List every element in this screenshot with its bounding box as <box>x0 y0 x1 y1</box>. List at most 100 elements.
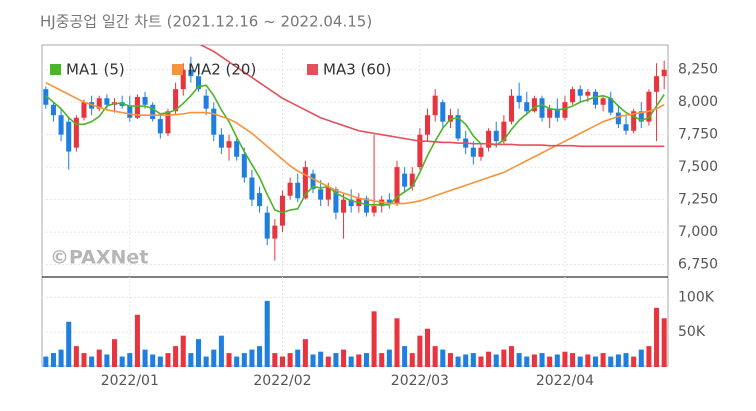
volume-bar <box>165 353 171 367</box>
volume-bar <box>241 353 247 367</box>
candle-body <box>318 189 324 200</box>
volume-bar <box>302 339 308 367</box>
volume-bar <box>409 353 415 367</box>
volume-bar <box>615 354 621 367</box>
volume-bar <box>600 353 606 367</box>
volume-bar <box>119 356 125 367</box>
volume-bar <box>417 335 423 367</box>
candle-body <box>562 102 568 118</box>
candle-body <box>218 134 224 148</box>
candle-body <box>516 95 522 103</box>
candle-body <box>157 119 163 134</box>
candle-body <box>142 96 148 105</box>
volume-panel <box>43 300 667 367</box>
candle-body <box>432 95 438 116</box>
candle-body <box>226 141 232 148</box>
candle-body <box>615 112 621 125</box>
price-panel <box>43 45 667 261</box>
volume-bar <box>295 349 301 367</box>
y-tick-label: 7,500 <box>678 159 718 175</box>
legend-label: MA2 (20) <box>188 61 256 79</box>
candle-body <box>386 199 392 204</box>
volume-bar <box>81 353 87 367</box>
volume-bar <box>104 354 110 367</box>
volume-bar <box>638 349 644 367</box>
candle-body <box>608 98 614 113</box>
y-tick-label: 8,250 <box>678 62 718 78</box>
ma-line <box>45 84 665 214</box>
candle-body <box>43 89 49 105</box>
volume-bar <box>531 354 537 367</box>
legend-swatch <box>50 64 61 75</box>
ma-line <box>45 81 665 205</box>
candle-body <box>58 115 64 135</box>
volume-bar <box>539 353 545 367</box>
volume-bar <box>554 354 560 367</box>
volume-bar <box>173 346 179 367</box>
volume-bar <box>577 356 583 367</box>
volume-bar <box>463 354 469 367</box>
candle-body <box>127 106 133 118</box>
candle-body <box>638 111 644 122</box>
legend-label: MA1 (5) <box>66 61 125 79</box>
candle-body <box>279 195 285 226</box>
volume-bar <box>234 356 240 367</box>
volume-bar <box>73 346 79 367</box>
volume-bar <box>112 339 118 367</box>
volume-bar <box>157 356 163 367</box>
x-tick-label: 2022/03 <box>391 373 449 389</box>
legend: MA1 (5) MA2 (20) MA3 (60) <box>50 61 391 79</box>
legend-swatch <box>307 64 318 75</box>
volume-bar <box>257 346 263 367</box>
candle-body <box>417 134 423 168</box>
volume-bar <box>508 346 515 367</box>
volume-bar <box>66 321 72 367</box>
candle-body <box>341 199 347 213</box>
volume-bar <box>493 354 499 367</box>
candle-body <box>195 76 202 90</box>
candle-body <box>50 104 56 116</box>
candle-body <box>211 108 217 135</box>
candle-body <box>654 76 660 92</box>
volume-bar <box>150 354 156 367</box>
candle-body <box>554 108 560 118</box>
legend-swatch <box>172 64 183 75</box>
volume-bar <box>394 318 400 367</box>
candle-body <box>470 147 476 157</box>
volume-bar <box>432 346 438 367</box>
x-tick-label: 2022/01 <box>101 373 159 389</box>
candle-body <box>96 98 102 109</box>
volume-bar <box>356 354 362 367</box>
candle-body <box>302 167 308 199</box>
candle-body <box>592 91 598 105</box>
y-tick-label: 7,000 <box>678 224 718 240</box>
volume-bar <box>50 353 56 367</box>
candle-body <box>425 115 431 135</box>
volume-bar <box>592 356 598 367</box>
volume-bar <box>371 311 377 367</box>
candle-body <box>631 111 637 131</box>
volume-bar <box>486 351 492 367</box>
candle-body <box>66 121 72 152</box>
volume-bar <box>272 353 278 367</box>
volume-bar <box>562 351 568 367</box>
volume-bar <box>447 353 453 367</box>
volume-bar <box>440 349 446 367</box>
candle-body <box>394 167 400 204</box>
volume-bar <box>524 356 530 367</box>
candle-body <box>508 95 515 122</box>
volume-bar <box>89 356 95 367</box>
volume-bar <box>547 356 553 367</box>
volume-bar <box>211 349 217 367</box>
candle-body <box>455 115 461 139</box>
volume-bar <box>570 353 576 367</box>
volume-bar <box>631 356 637 367</box>
candle-body <box>73 117 79 148</box>
candle-body <box>539 98 545 118</box>
candle-body <box>440 102 446 122</box>
volume-bar <box>348 356 354 367</box>
candle-body <box>623 124 629 131</box>
candle-body <box>524 102 530 112</box>
candle-body <box>81 102 87 118</box>
